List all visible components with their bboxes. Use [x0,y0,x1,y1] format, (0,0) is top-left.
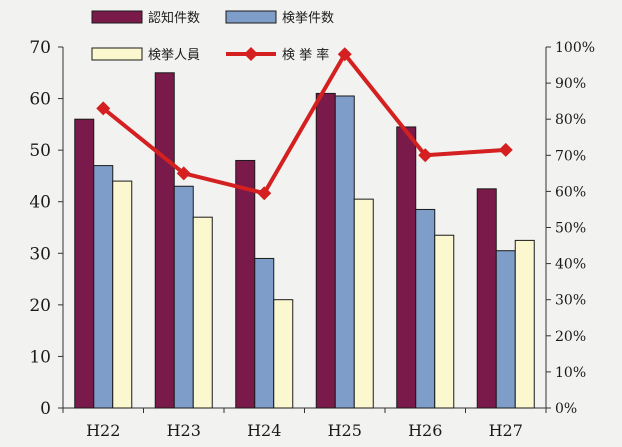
legend-swatch [91,10,143,24]
rate-point [337,47,352,62]
y-tick-label: 50 [29,141,51,161]
bar [396,126,417,409]
legend-item: 認知件数 [91,10,200,26]
legend-swatch [225,10,277,24]
rate-point [418,148,433,163]
rate-line-path [101,52,506,196]
bar [334,95,355,409]
x-tick-label: H26 [408,421,442,440]
y2-tick-label: 40% [555,257,586,273]
y2-tick-label: 50% [555,221,586,237]
bar [315,92,336,409]
y2-tick-label: 0% [555,401,577,417]
y-tick-label: 30 [29,244,51,264]
y-tick-label: 60 [29,90,51,110]
rate-point [498,142,513,157]
y-tick-label: 70 [29,38,51,58]
bar [235,159,256,409]
x-tick-label: H24 [247,421,281,440]
y2-tick-label: 100% [555,40,595,56]
y-tick-label: 0 [40,399,51,419]
y-tick-label: 40 [29,193,51,213]
rate-line [96,47,513,201]
legend-label: 認知件数 [148,10,200,26]
legend-item: 検挙人員 [91,47,200,63]
legend-marker [244,47,258,61]
y-tick-label: 20 [29,296,51,316]
bar [514,239,535,409]
y2-tick-label: 80% [555,112,586,128]
bars [74,72,535,409]
x-tick-label: H23 [167,421,201,440]
bar [415,208,436,409]
y2-tick-label: 60% [555,184,586,200]
legend-label: 検挙人員 [148,48,200,63]
y2-tick-label: 70% [555,148,586,164]
legend-label: 検挙件数 [282,11,334,26]
x-tick-label: H25 [328,421,362,440]
y-tick-label: 10 [29,347,51,367]
x-tick-label: H27 [489,421,523,440]
legend-item: 検 挙 率 [226,47,329,63]
bar [434,234,455,409]
bar [173,185,194,409]
bar [154,72,175,409]
bar [112,180,133,409]
y2-tick-label: 30% [555,293,586,309]
bar [353,198,374,409]
rate-point [176,166,191,181]
y2-tick-label: 90% [555,76,586,92]
bar [192,216,213,409]
y2-tick-label: 10% [555,365,586,381]
bar [495,250,516,409]
legend-label: 検 挙 率 [282,47,329,63]
legend-item: 検挙件数 [225,10,334,26]
bar [254,257,275,409]
bar [273,299,294,409]
bar [93,165,114,409]
axes: 0 10 20 30 40 50 60 70 0% 10% 20% 30% 40% 50% 60% 70% 80… [29,38,595,440]
x-tick-label: H22 [86,421,120,440]
bar [74,118,95,409]
rate-point [257,186,272,201]
bar [476,188,497,409]
legend-swatch [91,47,143,61]
y2-tick-label: 20% [555,329,586,345]
rate-point [96,101,111,116]
